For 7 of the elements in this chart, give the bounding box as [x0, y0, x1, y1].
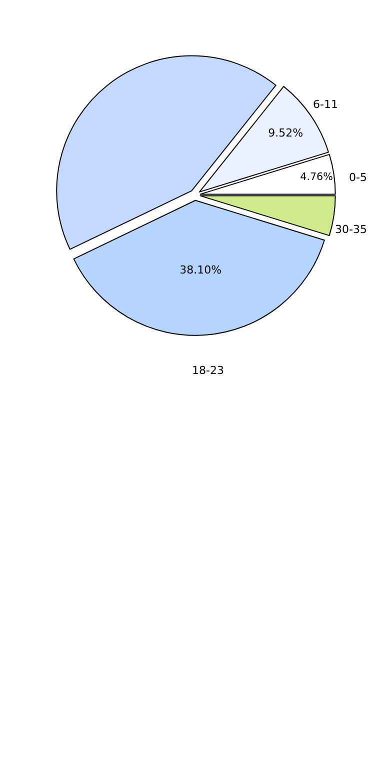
slice-label: 6-11 — [313, 98, 338, 111]
data-label: 9.52% — [268, 126, 304, 140]
slice-label: 0-5 — [349, 171, 367, 184]
slice-label: 18-23 — [192, 364, 224, 377]
data-label: 4.76% — [300, 170, 334, 183]
slice-label: 30-35 — [335, 223, 367, 236]
data-label: 38.10% — [180, 264, 222, 277]
